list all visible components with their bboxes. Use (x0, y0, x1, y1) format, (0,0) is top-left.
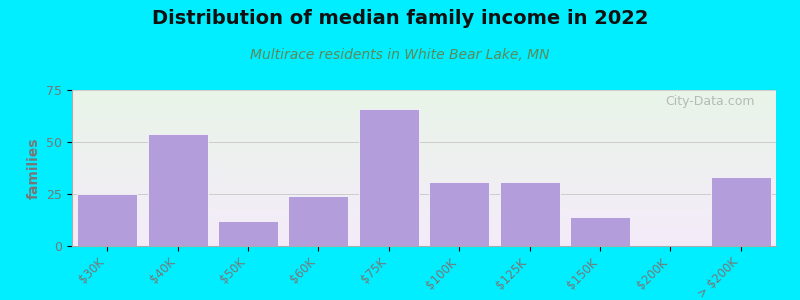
Y-axis label: families: families (26, 137, 41, 199)
Bar (359, 109, 418, 246)
Bar (218, 221, 278, 246)
Text: City-Data.com: City-Data.com (666, 95, 755, 108)
Bar (570, 217, 630, 246)
Text: Multirace residents in White Bear Lake, MN: Multirace residents in White Bear Lake, … (250, 48, 550, 62)
Bar (500, 182, 559, 246)
Bar (78, 194, 137, 246)
Bar (148, 134, 207, 246)
Bar (289, 196, 348, 246)
Text: Distribution of median family income in 2022: Distribution of median family income in … (152, 9, 648, 28)
Bar (711, 177, 770, 246)
Bar (430, 182, 489, 246)
